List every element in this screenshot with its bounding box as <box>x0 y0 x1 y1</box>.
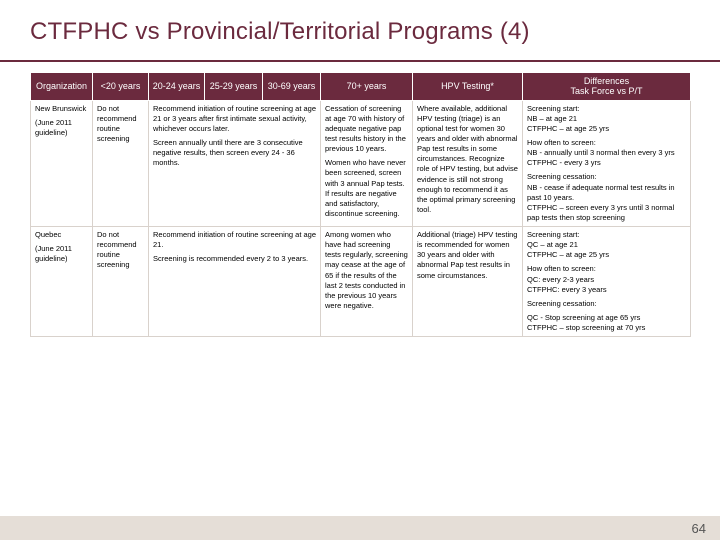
org-name: Quebec <box>35 230 88 240</box>
col-2024: 20-24 years <box>149 73 205 101</box>
table-header-row: Organization <20 years 20-24 years 25-29… <box>31 73 691 101</box>
org-guideline: (June 2011 guideline) <box>35 118 88 138</box>
cell-lt20: Do not recommend routine screening <box>93 227 149 337</box>
cell-organization: New Brunswick (June 2011 guideline) <box>31 100 93 226</box>
cell-lt20: Do not recommend routine screening <box>93 100 149 226</box>
diff-p1: Screening start:QC – at age 21CTFPHC – a… <box>527 230 686 260</box>
col-2529: 25-29 years <box>205 73 263 101</box>
col-organization: Organization <box>31 73 93 101</box>
diff-p1: Screening start:NB – at age 21CTFPHC – a… <box>527 104 686 134</box>
table-row: Quebec (June 2011 guideline) Do not reco… <box>31 227 691 337</box>
cell-70plus: Cessation of screening at age 70 with hi… <box>321 100 413 226</box>
diff-p2: How often to screen:NB - annually until … <box>527 138 686 168</box>
col-hpv: HPV Testing* <box>413 73 523 101</box>
rec-p1: Recommend initiation of routine screenin… <box>153 104 316 134</box>
rec-p2: Screening is recommended every 2 to 3 ye… <box>153 254 316 264</box>
cell-hpv: Additional (triage) HPV testing is recom… <box>413 227 523 337</box>
cell-differences: Screening start:NB – at age 21CTFPHC – a… <box>523 100 691 226</box>
cell-organization: Quebec (June 2011 guideline) <box>31 227 93 337</box>
cell-70plus: Among women who have had screening tests… <box>321 227 413 337</box>
org-guideline: (June 2011 guideline) <box>35 244 88 264</box>
cell-differences: Screening start:QC – at age 21CTFPHC – a… <box>523 227 691 337</box>
diff-p4: QC - Stop screening at age 65 yrsCTFPHC … <box>527 313 686 333</box>
table-row: New Brunswick (June 2011 guideline) Do n… <box>31 100 691 226</box>
cell-recommendation: Recommend initiation of routine screenin… <box>149 227 321 337</box>
col-70plus: 70+ years <box>321 73 413 101</box>
page-number: 64 <box>692 521 706 536</box>
comparison-table: Organization <20 years 20-24 years 25-29… <box>30 72 691 337</box>
cell-hpv: Where available, additional HPV testing … <box>413 100 523 226</box>
rec-p2: Screen annually until there are 3 consec… <box>153 138 316 168</box>
y70-p2: Women who have never been screened, scre… <box>325 158 408 219</box>
diff-p3: Screening cessation: <box>527 299 686 309</box>
diff-p3: Screening cessation:NB - cease if adequa… <box>527 172 686 223</box>
y70-p1: Among women who have had screening tests… <box>325 230 408 311</box>
y70-p1: Cessation of screening at age 70 with hi… <box>325 104 408 155</box>
page-title: CTFPHC vs Provincial/Territorial Program… <box>0 0 720 62</box>
footer-bar <box>0 516 720 540</box>
org-name: New Brunswick <box>35 104 88 114</box>
col-lt20: <20 years <box>93 73 149 101</box>
diff-p2: How often to screen:QC: every 2-3 yearsC… <box>527 264 686 294</box>
cell-recommendation: Recommend initiation of routine screenin… <box>149 100 321 226</box>
col-3069: 30-69 years <box>263 73 321 101</box>
col-differences: DifferencesTask Force vs P/T <box>523 73 691 101</box>
rec-p1: Recommend initiation of routine screenin… <box>153 230 316 250</box>
